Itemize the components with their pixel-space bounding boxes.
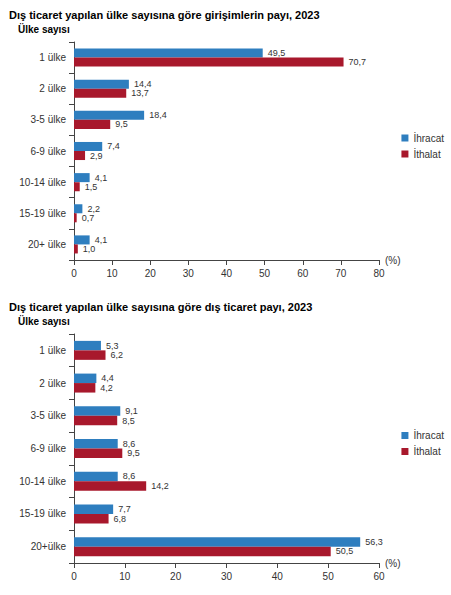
svg-text:10: 10: [119, 571, 131, 582]
svg-text:5,3: 5,3: [106, 341, 119, 351]
svg-text:2 ülke: 2 ülke: [39, 378, 66, 389]
svg-text:30: 30: [183, 268, 195, 279]
svg-text:1,0: 1,0: [83, 244, 96, 254]
svg-text:50: 50: [259, 268, 271, 279]
svg-text:4,1: 4,1: [94, 172, 108, 183]
svg-text:6,2: 6,2: [111, 350, 124, 360]
svg-text:15-19 ülke: 15-19 ülke: [19, 208, 66, 219]
svg-text:1 ülke: 1 ülke: [39, 52, 66, 63]
svg-text:0: 0: [71, 571, 77, 582]
svg-text:20+ülke: 20+ülke: [31, 541, 67, 552]
svg-text:20: 20: [170, 571, 182, 582]
svg-text:7,7: 7,7: [118, 504, 131, 514]
svg-text:İhracat: İhracat: [413, 132, 444, 144]
svg-text:4,1: 4,1: [95, 235, 108, 245]
svg-text:0: 0: [71, 268, 77, 279]
svg-text:İthalat: İthalat: [413, 148, 440, 160]
svg-text:60: 60: [373, 571, 385, 582]
svg-text:8,5: 8,5: [122, 416, 135, 426]
svg-text:14,2: 14,2: [151, 481, 169, 491]
svg-text:40: 40: [272, 571, 284, 582]
svg-text:2 ülke: 2 ülke: [39, 83, 66, 94]
svg-text:6-9 ülke: 6-9 ülke: [30, 146, 66, 157]
svg-text:18,4: 18,4: [149, 110, 167, 120]
svg-text:20: 20: [145, 268, 157, 279]
svg-text:13,7: 13,7: [131, 88, 149, 98]
svg-text:10: 10: [107, 268, 119, 279]
svg-text:50: 50: [323, 571, 335, 582]
svg-text:3-5 ülke: 3-5 ülke: [30, 410, 66, 421]
svg-text:56,3: 56,3: [365, 537, 383, 547]
svg-text:2,2: 2,2: [87, 203, 100, 214]
svg-text:9,1: 9,1: [125, 406, 138, 416]
svg-text:49,5: 49,5: [268, 48, 286, 58]
svg-text:3-5 ülke: 3-5 ülke: [30, 114, 66, 125]
svg-text:15-19 ülke: 15-19 ülke: [19, 508, 66, 519]
svg-text:70: 70: [335, 268, 347, 279]
svg-text:30: 30: [221, 571, 233, 582]
svg-text:2,9: 2,9: [90, 151, 103, 161]
svg-text:1,5: 1,5: [85, 182, 98, 192]
svg-text:Ülke sayısı: Ülke sayısı: [18, 315, 70, 327]
svg-text:40: 40: [221, 268, 233, 279]
svg-text:0,7: 0,7: [82, 213, 95, 223]
svg-text:4,4: 4,4: [101, 373, 114, 383]
svg-text:10-14 ülke: 10-14 ülke: [19, 476, 66, 487]
svg-text:8,6: 8,6: [123, 439, 136, 449]
svg-text:Dış ticaret yapılan ülke sayıs: Dış ticaret yapılan ülke sayısına göre d…: [9, 301, 312, 313]
svg-text:6,8: 6,8: [114, 514, 127, 524]
svg-text:1 ülke: 1 ülke: [39, 345, 66, 356]
svg-text:70,7: 70,7: [349, 57, 367, 67]
svg-text:(%): (%): [385, 558, 401, 569]
svg-text:İhracat: İhracat: [413, 429, 444, 441]
svg-text:20+ ülke: 20+ ülke: [28, 239, 67, 250]
svg-text:14,4: 14,4: [133, 79, 152, 90]
svg-text:9,5: 9,5: [127, 448, 140, 458]
svg-text:Ülke sayısı: Ülke sayısı: [18, 23, 70, 35]
svg-text:(%): (%): [385, 255, 401, 266]
svg-text:50,5: 50,5: [336, 546, 354, 556]
svg-text:4,2: 4,2: [100, 383, 113, 393]
svg-text:6-9 ülke: 6-9 ülke: [30, 443, 66, 454]
svg-text:60: 60: [297, 268, 309, 279]
svg-text:9,5: 9,5: [115, 119, 128, 129]
svg-text:8,6: 8,6: [123, 471, 136, 481]
svg-text:Dış ticaret yapılan ülke sayıs: Dış ticaret yapılan ülke sayısına göre g…: [9, 9, 320, 21]
svg-text:İthalat: İthalat: [413, 445, 440, 457]
svg-text:80: 80: [373, 268, 385, 279]
svg-text:7,4: 7,4: [107, 141, 120, 151]
svg-text:10-14 ülke: 10-14 ülke: [19, 177, 66, 188]
